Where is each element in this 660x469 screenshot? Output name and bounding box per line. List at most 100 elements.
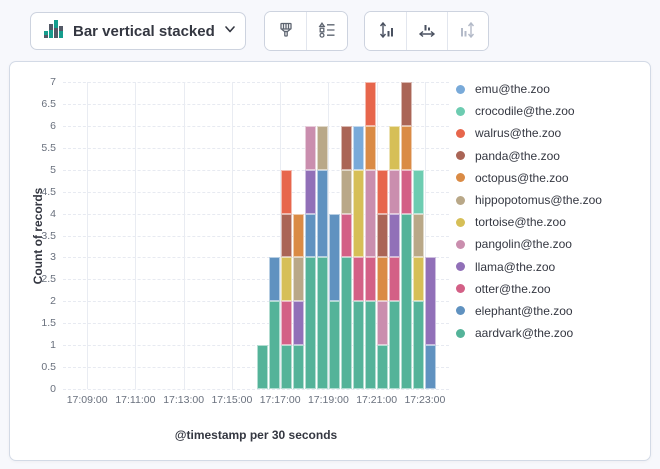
bar-segment[interactable] [365,125,377,170]
legend-item[interactable]: emu@the.zoo [452,78,647,100]
x-gridline [87,82,89,389]
bar-segment[interactable] [413,213,425,258]
bar-segment[interactable] [268,257,280,302]
x-tick-label: 17:19:00 [307,394,349,406]
bottom-axis-button[interactable] [406,12,447,50]
bar-segment[interactable] [328,213,340,302]
legend-color-dot [456,151,465,161]
bar-segment[interactable] [365,257,377,302]
bar-vertical-stacked-icon [43,18,65,45]
bar-segment[interactable] [389,213,401,258]
y-gridline [63,257,449,259]
bar-segment[interactable] [304,169,316,214]
bar-segment[interactable] [280,257,292,302]
legend-item-label: pangolin@the.zoo [475,237,572,252]
legend-color-dot [456,195,465,205]
bar-segment[interactable] [316,257,328,389]
bar-segment[interactable] [401,169,413,214]
bar-segment[interactable] [365,301,377,389]
left-axis-button[interactable] [365,12,406,50]
bar-segment[interactable] [401,82,413,126]
bar-segment[interactable] [353,169,365,258]
y-gridline [63,389,449,390]
bar-segment[interactable] [377,257,389,302]
bar-segment[interactable] [365,169,377,258]
x-tick-label: 17:21:00 [356,394,398,406]
legend-item[interactable]: crocodile@the.zoo [452,100,647,122]
bar-segment[interactable] [377,213,389,258]
bar-segment[interactable] [292,213,304,258]
legend-item-label: panda@the.zoo [475,148,560,163]
legend-item-label: llama@the.zoo [475,259,556,274]
bar-segment[interactable] [292,345,304,389]
legend-item-label: walrus@the.zoo [475,126,562,141]
legend-settings-button[interactable] [306,12,347,50]
bar-segment[interactable] [365,82,377,126]
bar-segment[interactable] [268,301,280,389]
bar-segment[interactable] [377,345,389,389]
legend-item[interactable]: hippopotomus@the.zoo [452,189,647,211]
legend-item-label: elephant@the.zoo [475,303,573,318]
legend-color-dot [456,217,465,227]
bar-segment[interactable] [389,257,401,302]
y-tick-label: 2.5 [41,273,56,286]
bar-segment[interactable] [304,213,316,258]
bar-segment[interactable] [389,301,401,389]
bar-segment[interactable] [401,213,413,389]
bar-segment[interactable] [377,301,389,346]
bar-segment[interactable] [413,301,425,389]
bar-segment[interactable] [413,169,425,214]
bar-segment[interactable] [353,301,365,389]
legend-item[interactable]: tortoise@the.zoo [452,211,647,233]
bar-segment[interactable] [389,125,401,170]
chart-type-dropdown[interactable]: Bar vertical stacked [30,12,246,50]
legend-list-icon [317,20,337,43]
x-tick-label: 17:13:00 [163,394,205,406]
bar-segment[interactable] [304,125,316,170]
right-axis-button[interactable] [447,12,488,50]
bar-segment[interactable] [280,169,292,214]
bar-segment[interactable] [353,125,365,170]
legend-item[interactable]: elephant@the.zoo [452,300,647,322]
palette-button[interactable] [265,12,306,50]
legend-item[interactable]: otter@the.zoo [452,278,647,300]
bar-segment[interactable] [353,257,365,302]
chart-plot-area[interactable] [63,82,449,390]
bar-segment[interactable] [413,257,425,302]
legend-item[interactable]: octopus@the.zoo [452,167,647,189]
y-gridline [63,279,449,281]
bar-segment[interactable] [340,125,352,170]
bar-segment[interactable] [280,301,292,346]
y-gridline [63,191,449,193]
vertical-axis-arrows-icon [375,19,397,44]
legend-item[interactable]: llama@the.zoo [452,256,647,278]
bar-segment[interactable] [340,257,352,389]
legend-item[interactable]: walrus@the.zoo [452,122,647,144]
legend-item[interactable]: aardvark@the.zoo [452,322,647,344]
chart-toolbar: Bar vertical stacked [0,0,660,60]
y-tick-label: 4 [50,207,56,220]
y-gridline [63,323,449,325]
bar-segment[interactable] [328,301,340,389]
bar-segment[interactable] [316,125,328,170]
bar-segment[interactable] [292,257,304,302]
bar-segment[interactable] [292,301,304,346]
axis-button-group [364,11,489,51]
bar-segment[interactable] [340,213,352,258]
bar-segment[interactable] [256,345,268,389]
bar-segment[interactable] [389,169,401,214]
bar-segment[interactable] [280,213,292,258]
y-gridline [63,82,449,83]
bar-segment[interactable] [280,345,292,389]
legend-item[interactable]: pangolin@the.zoo [452,233,647,255]
horizontal-axis-arrows-icon [416,19,438,44]
x-gridline [231,82,233,389]
bar-segment[interactable] [304,257,316,389]
bar-segment[interactable] [377,169,389,214]
bar-segment[interactable] [425,257,437,346]
bar-segment[interactable] [340,169,352,214]
legend-item[interactable]: panda@the.zoo [452,145,647,167]
bar-segment[interactable] [316,169,328,258]
bar-segment[interactable] [401,125,413,170]
bar-segment[interactable] [425,345,437,389]
